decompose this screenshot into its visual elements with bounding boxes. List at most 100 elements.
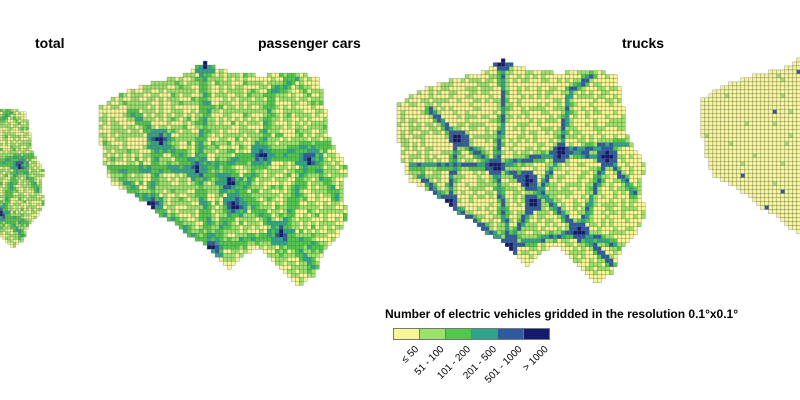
grid-cell — [270, 100, 276, 106]
grid-cell — [278, 120, 284, 126]
grid-cell — [0, 111, 3, 115]
grid-cell — [287, 96, 292, 102]
grid-cell — [226, 140, 232, 146]
grid-cell — [178, 197, 184, 202]
grid-cell — [408, 110, 414, 115]
grid-cell — [23, 122, 27, 125]
grid-cell — [299, 132, 304, 138]
grid-cell — [303, 176, 308, 182]
grid-cell — [31, 216, 35, 219]
grid-cell — [126, 172, 132, 178]
grid-cell — [134, 180, 140, 186]
grid-cell — [295, 184, 300, 190]
grid-cell — [254, 184, 260, 190]
grid-cell — [299, 164, 304, 170]
grid-cell — [307, 84, 312, 90]
grid-cell — [436, 122, 442, 127]
grid-cell — [162, 104, 168, 110]
grid-cell — [230, 233, 236, 238]
grid-cell — [166, 152, 172, 158]
grid-cell — [210, 124, 216, 130]
grid-cell — [122, 136, 128, 142]
grid-cell — [18, 213, 22, 217]
grid-cell — [234, 253, 240, 258]
grid-cell — [2, 163, 6, 167]
grid-cell — [15, 143, 19, 146]
grid-cell — [10, 234, 14, 238]
grid-cell — [202, 164, 208, 170]
grid-cell — [254, 197, 260, 202]
grid-cell — [440, 190, 446, 195]
grid-cell — [166, 164, 172, 170]
grid-cell — [202, 213, 208, 218]
grid-cell — [23, 124, 27, 128]
grid-cell — [2, 200, 6, 204]
grid-cell — [299, 168, 304, 174]
grid-cell — [234, 197, 240, 202]
grid-cell — [254, 92, 260, 98]
grid-cell — [20, 203, 24, 206]
grid-cell — [299, 156, 304, 162]
grid-cell — [186, 176, 192, 182]
grid-cell — [106, 104, 112, 110]
grid-cell — [28, 143, 32, 146]
grid-cell — [23, 234, 27, 238]
grid-cell — [274, 193, 280, 198]
grid-cell — [250, 237, 256, 242]
grid-cell — [18, 189, 22, 193]
grid-cell — [182, 124, 188, 130]
grid-cell — [174, 148, 180, 154]
grid-cell — [319, 184, 324, 190]
grid-cell — [262, 92, 268, 98]
grid-cell — [246, 205, 252, 210]
grid-cell — [266, 128, 272, 134]
grid-cell — [150, 197, 156, 202]
grid-cell — [15, 171, 19, 175]
grid-cell — [106, 108, 112, 114]
grid-cell — [142, 152, 148, 158]
grid-cell — [130, 189, 136, 194]
grid-cell — [26, 223, 29, 227]
grid-cell — [106, 144, 112, 150]
grid-cell — [33, 169, 37, 172]
grid-cell — [258, 156, 264, 162]
grid-cell — [174, 100, 180, 106]
grid-cell — [26, 197, 29, 201]
grid-cell — [432, 174, 438, 179]
grid-cell — [10, 116, 14, 120]
grid-cell — [270, 197, 276, 202]
grid-cell — [18, 171, 22, 175]
grid-cell — [126, 128, 132, 134]
grid-cell — [41, 197, 45, 201]
grid-cell — [238, 221, 244, 226]
grid-cell — [230, 88, 236, 94]
grid-cell — [162, 168, 168, 174]
grid-cell — [315, 233, 320, 238]
grid-cell — [162, 96, 168, 102]
grid-cell — [420, 118, 426, 123]
grid-cell — [202, 92, 208, 98]
grid-cell — [323, 120, 328, 126]
grid-cell — [319, 88, 324, 94]
grid-cell — [226, 229, 232, 234]
grid-cell — [36, 205, 40, 209]
grid-cell — [2, 161, 6, 165]
grid-cell — [262, 116, 268, 122]
grid-cell — [15, 122, 19, 125]
grid-cell — [15, 187, 19, 191]
grid-cell — [36, 171, 40, 175]
grid-cell — [10, 195, 14, 199]
grid-cell — [291, 269, 296, 274]
grid-cell — [323, 140, 328, 146]
grid-cell — [174, 172, 180, 178]
grid-cell — [278, 172, 284, 178]
grid-cell — [198, 124, 204, 130]
grid-cell — [10, 143, 14, 146]
grid-cell — [26, 226, 29, 230]
grid-cell — [319, 197, 324, 202]
grid-cell — [258, 116, 264, 122]
grid-cell — [130, 128, 136, 134]
grid-cell — [226, 88, 232, 94]
grid-cell — [18, 135, 22, 138]
grid-cell — [122, 96, 128, 102]
